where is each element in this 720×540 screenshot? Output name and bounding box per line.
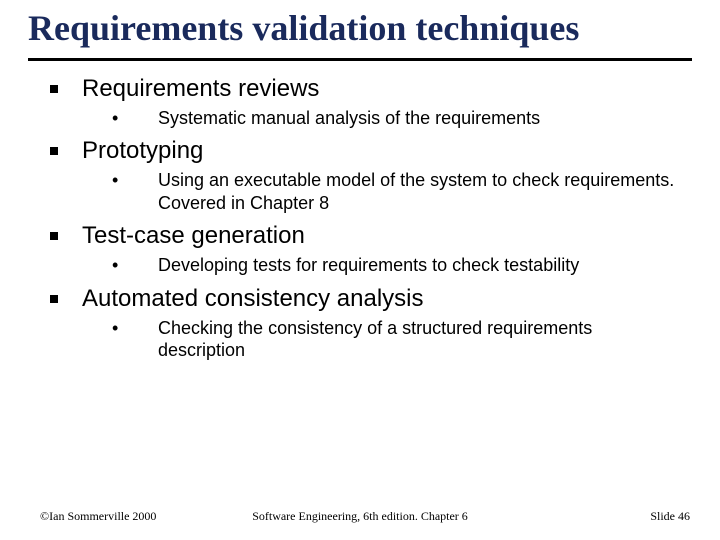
dot-bullet-icon: • xyxy=(112,107,118,130)
bullet-l2-text: Systematic manual analysis of the requir… xyxy=(158,108,540,128)
footer-left: ©Ian Sommerville 2000 xyxy=(40,509,156,524)
bullet-l1-text: Prototyping xyxy=(82,137,203,164)
bullet-l2: • Systematic manual analysis of the requ… xyxy=(50,107,680,130)
square-bullet-icon xyxy=(50,85,58,93)
slide-footer: ©Ian Sommerville 2000 Software Engineeri… xyxy=(0,509,720,524)
bullet-l1: Test-case generation xyxy=(50,222,680,250)
bullet-l1-text: Automated consistency analysis xyxy=(82,285,424,312)
bullet-l2: • Using an executable model of the syste… xyxy=(50,169,680,214)
dot-bullet-icon: • xyxy=(112,317,118,340)
bullet-l2-text: Using an executable model of the system … xyxy=(158,170,674,213)
bullet-l2-text: Developing tests for requirements to che… xyxy=(158,255,579,275)
bullet-l1-text: Requirements reviews xyxy=(82,75,319,102)
square-bullet-icon xyxy=(50,295,58,303)
bullet-l1-text: Test-case generation xyxy=(82,222,305,249)
slide-content: Requirements reviews • Systematic manual… xyxy=(0,75,720,362)
bullet-l2: • Developing tests for requirements to c… xyxy=(50,254,680,277)
footer-right: Slide 46 xyxy=(650,509,690,524)
dot-bullet-icon: • xyxy=(112,169,118,192)
bullet-l2: • Checking the consistency of a structur… xyxy=(50,317,680,362)
slide: Requirements validation techniques Requi… xyxy=(0,0,720,540)
bullet-l1: Requirements reviews xyxy=(50,75,680,103)
dot-bullet-icon: • xyxy=(112,254,118,277)
square-bullet-icon xyxy=(50,232,58,240)
square-bullet-icon xyxy=(50,147,58,155)
bullet-l1: Automated consistency analysis xyxy=(50,285,680,313)
bullet-l2-text: Checking the consistency of a structured… xyxy=(158,318,592,361)
bullet-l1: Prototyping xyxy=(50,137,680,165)
title-rule xyxy=(28,58,692,61)
slide-title: Requirements validation techniques xyxy=(0,0,720,54)
